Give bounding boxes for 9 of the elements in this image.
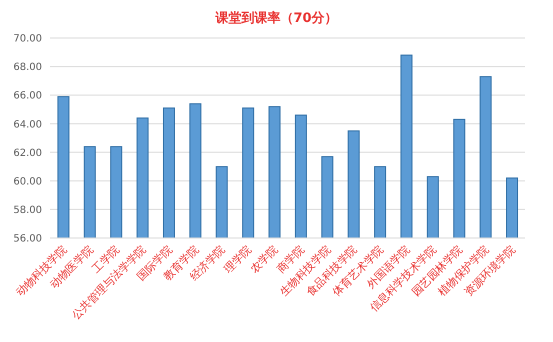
y-tick-label: 56.00 bbox=[13, 234, 42, 245]
chart-title: 课堂到课率（70分） bbox=[214, 10, 339, 28]
y-tick-label: 62.00 bbox=[13, 148, 42, 159]
y-tick-label: 66.00 bbox=[13, 90, 42, 102]
y-tick-label: 70.00 bbox=[13, 34, 42, 45]
y-tick-label: 58.00 bbox=[13, 204, 42, 216]
y-tick-label: 68.00 bbox=[13, 62, 42, 74]
y-tick-label: 60.00 bbox=[13, 176, 42, 188]
y-tick-label: 64.00 bbox=[13, 119, 42, 130]
